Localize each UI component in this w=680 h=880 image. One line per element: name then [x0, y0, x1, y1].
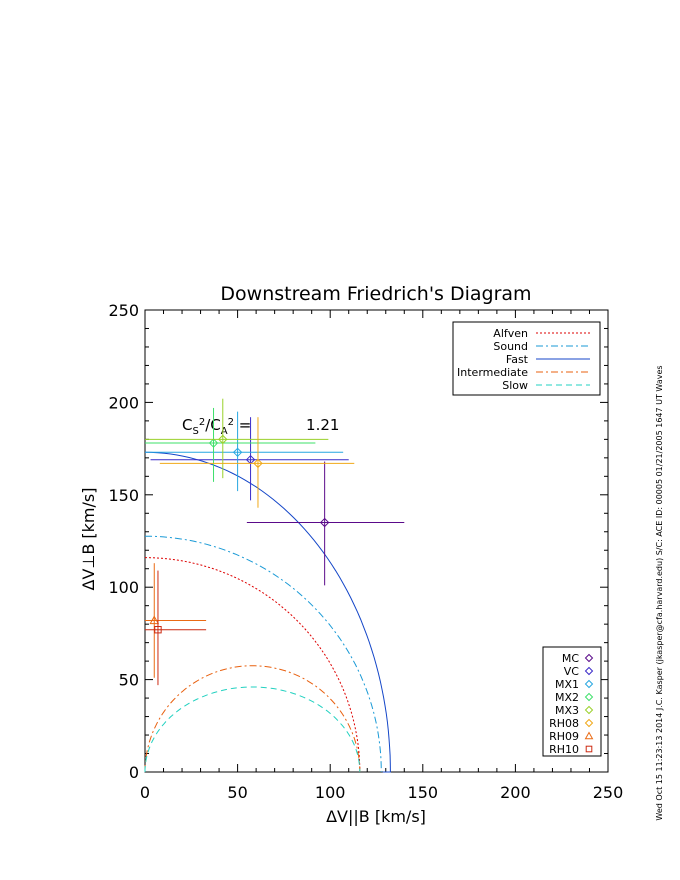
points-legend-label: RH09: [549, 730, 579, 743]
marker-rh10: [585, 745, 593, 753]
y-tick-label: 50: [119, 671, 139, 690]
x-tick-label: 50: [227, 783, 247, 802]
y-tick-label: 150: [108, 486, 139, 505]
x-tick-label: 100: [315, 783, 346, 802]
curves-legend-label: Sound: [493, 340, 528, 353]
data-point-mx2: [145, 407, 316, 482]
marker-rh09: [584, 731, 594, 740]
marker-vc: [584, 666, 594, 676]
data-point-rh10: [145, 570, 207, 686]
curve-sound: [144, 535, 382, 773]
points-legend-label: MX1: [555, 678, 579, 691]
curves-legend-label: Fast: [506, 353, 529, 366]
x-tick-label: 200: [500, 783, 531, 802]
curves-legend-label: Alfven: [493, 327, 528, 340]
marker-mx3: [584, 705, 594, 715]
plot-frame: [144, 309, 609, 773]
marker-mc: [584, 653, 594, 663]
points-legend-label: RH10: [549, 743, 579, 756]
curve-slow: [144, 686, 361, 772]
marker-rh10: [154, 626, 162, 634]
marker-mc: [319, 517, 330, 528]
chart-title: Downstream Friedrich's Diagram: [220, 283, 531, 305]
data-point-mx1: [145, 411, 344, 492]
marker-mx3: [218, 434, 228, 445]
curve-intermediate: [144, 665, 361, 772]
marker-rh08: [584, 718, 594, 728]
y-tick-label: 250: [108, 301, 139, 320]
points-legend-label: MX3: [555, 704, 579, 717]
marker-mx2: [584, 692, 594, 702]
data-point-rh08: [159, 417, 355, 508]
side-note-text: Wed Oct 15 11:23:13 2014 J.C. Kasper (jk…: [655, 365, 664, 820]
points-legend-label: MX2: [555, 691, 579, 704]
cs-ca-ratio-label: CS2/CA2 =: [182, 416, 251, 437]
marker-mx1: [584, 679, 594, 689]
marker-rh08: [253, 458, 263, 469]
x-axis-label: ΔV||B [km/s]: [326, 807, 426, 826]
cs-ca-ratio-value: 1.21: [306, 416, 339, 434]
points-legend-label: MC: [562, 652, 579, 665]
x-tick-label: 0: [140, 783, 150, 802]
data-point-mx3: [145, 398, 329, 479]
y-tick-label: 200: [108, 393, 139, 412]
marker-mx1: [232, 447, 243, 458]
data-point-mc: [246, 461, 405, 586]
y-axis-label: ΔV⊥B [km/s]: [79, 488, 98, 591]
x-tick-label: 150: [408, 783, 439, 802]
points-legend: [542, 646, 602, 757]
x-tick-label: 250: [593, 783, 624, 802]
curve-fast: [144, 451, 391, 773]
points-legend-label: RH08: [549, 717, 579, 730]
curves-legend-label: Slow: [502, 379, 528, 392]
data-point-rh09: [145, 563, 207, 678]
y-tick-label: 100: [108, 578, 139, 597]
curves-legend-label: Intermediate: [457, 366, 528, 379]
points-legend-label: VC: [564, 665, 580, 678]
curve-alfven: [144, 557, 361, 772]
y-tick-label: 0: [129, 763, 139, 782]
marker-rh09: [149, 615, 160, 625]
marker-mx2: [208, 438, 219, 448]
